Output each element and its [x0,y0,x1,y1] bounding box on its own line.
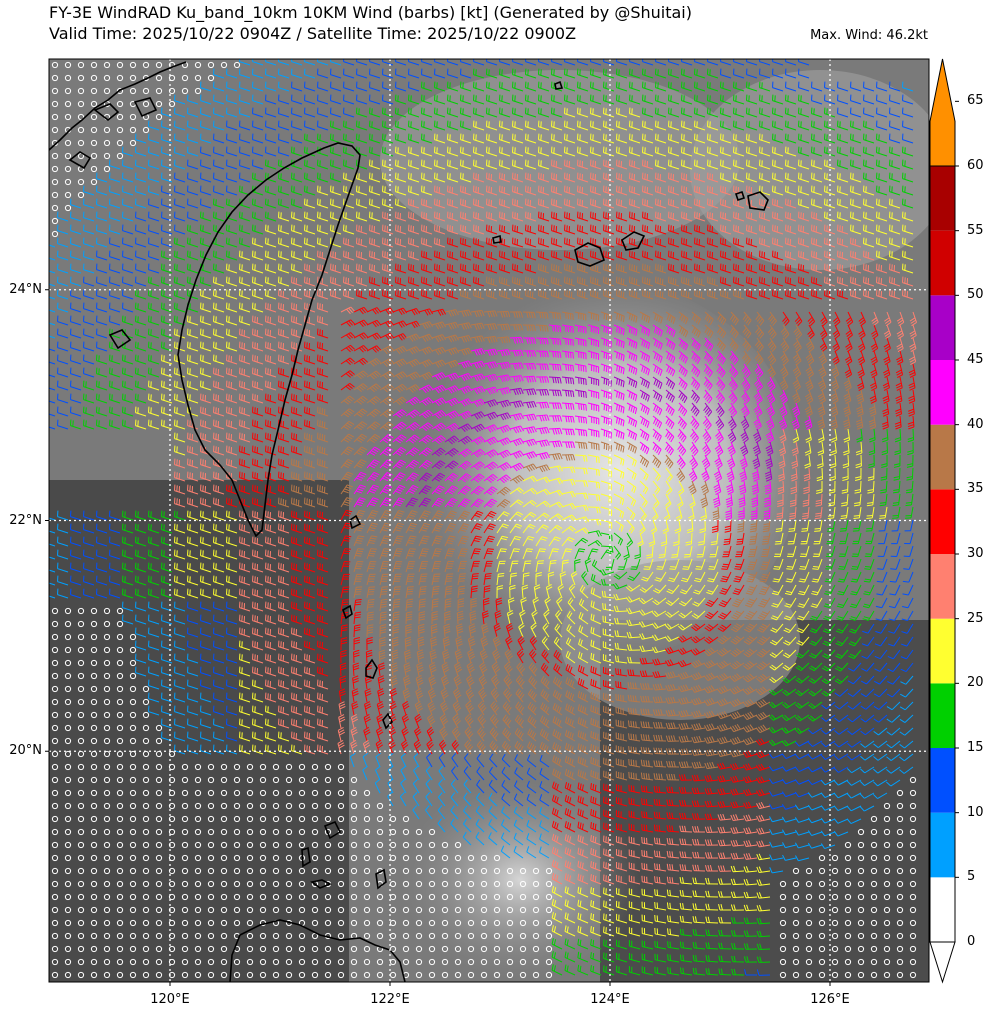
colorbar-segment-7 [930,425,955,490]
colorbar-label: 45 [967,352,984,367]
colorbar [930,59,959,982]
colorbar-label: 60 [967,158,984,173]
lat-label: 24°N [4,282,42,297]
colorbar-label: 25 [967,611,984,626]
lon-label: 126°E [800,992,860,1007]
title-line-2: Valid Time: 2025/10/22 0904Z / Satellite… [49,24,576,43]
colorbar-extend-low [930,942,955,982]
colorbar-segment-6 [930,489,955,554]
colorbar-label: 35 [967,481,984,496]
lon-label: 122°E [360,992,420,1007]
colorbar-label: 50 [967,287,984,302]
colorbar-segment-10 [930,231,955,296]
colorbar-label: 30 [967,546,984,561]
colorbar-segment-4 [930,619,955,684]
colorbar-extend-high [930,59,955,166]
colorbar-label: 5 [967,869,975,884]
colorbar-segment-5 [930,554,955,619]
title-line-1: FY-3E WindRAD Ku_band_10km 10KM Wind (ba… [49,3,692,22]
colorbar-segment-3 [930,683,955,748]
colorbar-segment-2 [930,748,955,813]
colorbar-label: 65 [967,93,984,108]
colorbar-label: 55 [967,223,984,238]
lat-label: 20°N [4,743,42,758]
colorbar-label: 40 [967,417,984,432]
colorbar-label: 15 [967,740,984,755]
max-wind-label: Max. Wind: 46.2kt [810,28,928,43]
colorbar-label: 20 [967,675,984,690]
colorbar-segment-9 [930,295,955,360]
lon-label: 120°E [140,992,200,1007]
colorbar-label: 10 [967,805,984,820]
lat-label: 22°N [4,513,42,528]
colorbar-segment-11 [930,166,955,231]
colorbar-label: 0 [967,934,975,949]
colorbar-segment-8 [930,360,955,425]
lon-label: 124°E [580,992,640,1007]
colorbar-segment-0 [930,877,955,942]
colorbar-segment-1 [930,813,955,878]
